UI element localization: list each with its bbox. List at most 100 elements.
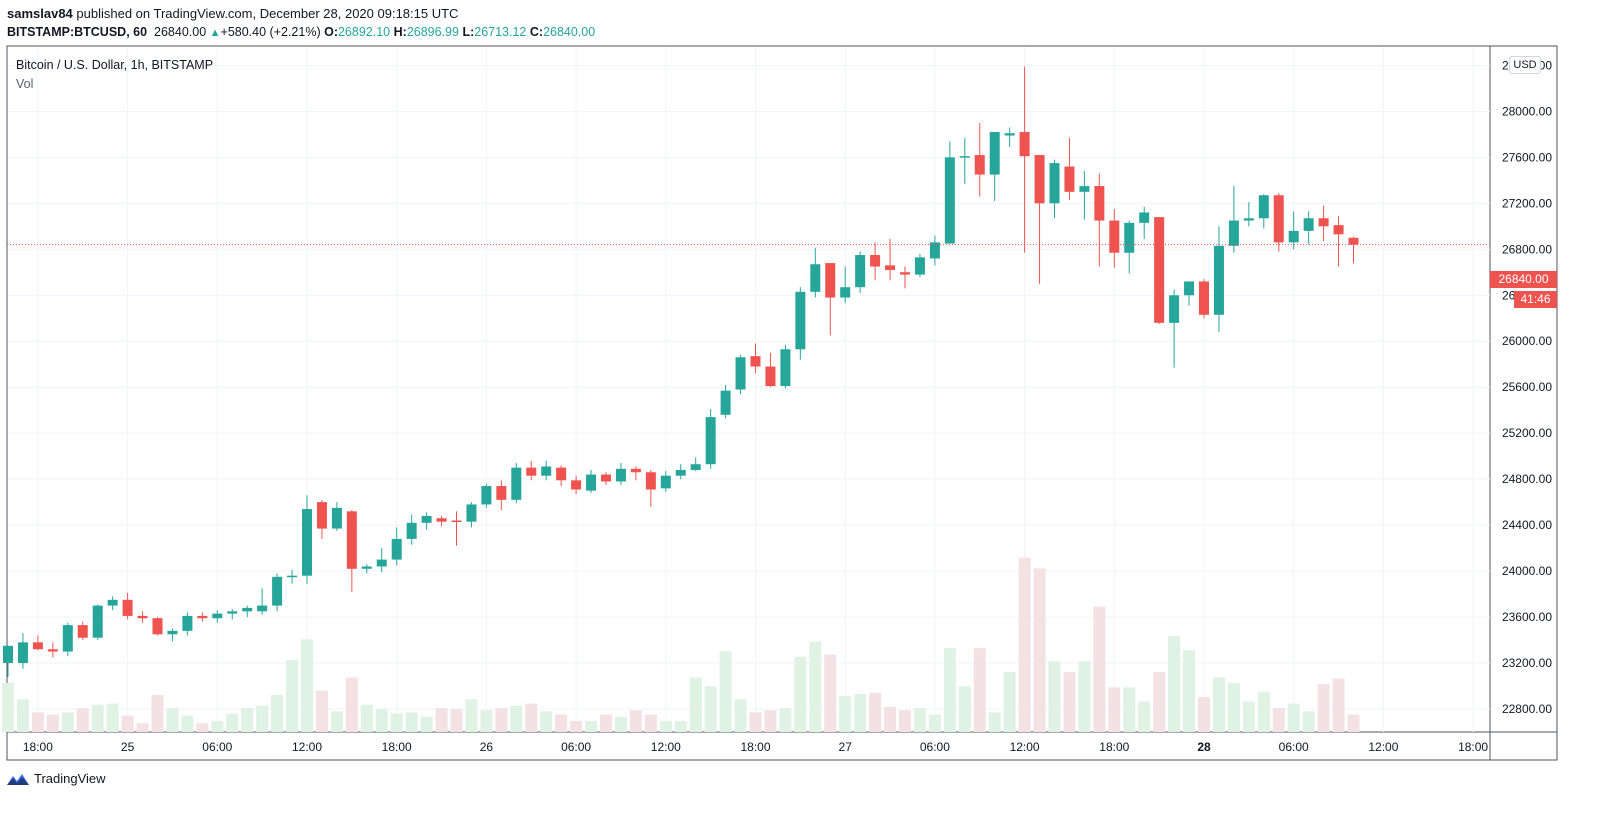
- volume-bar: [286, 660, 299, 732]
- volume-bar: [31, 712, 44, 732]
- time-tick-label: 06:00: [1279, 740, 1309, 754]
- volume-bar: [629, 710, 642, 732]
- candle-body: [1139, 212, 1150, 223]
- candle-body: [929, 242, 940, 259]
- candle-body: [92, 605, 103, 638]
- candle-body: [152, 618, 163, 635]
- price-axis-labels: 22800.00 23200.00 23600.00 24000.00 24400.00…: [1502, 58, 1552, 716]
- volume-bar: [46, 714, 59, 732]
- volume-bar: [345, 677, 358, 732]
- volume-bar: [1272, 708, 1285, 732]
- volume-bar: [600, 714, 612, 732]
- time-tick-label: 12:00: [1010, 740, 1040, 754]
- candle-body: [212, 613, 223, 619]
- candle-body: [705, 417, 716, 465]
- volume-bar: [913, 708, 926, 732]
- candle-body: [481, 486, 492, 505]
- candle-body: [331, 507, 342, 529]
- volume-bar: [869, 692, 882, 732]
- candle-body: [1154, 217, 1165, 323]
- candle-body: [556, 467, 567, 481]
- high-label: H:: [393, 25, 407, 39]
- volume-bar: [719, 651, 732, 732]
- candle-body: [645, 472, 656, 490]
- volume-bar: [585, 721, 598, 732]
- candle-body: [137, 615, 148, 619]
- volume-bar: [689, 677, 702, 732]
- candle-body: [257, 605, 268, 612]
- candles[interactable]: [3, 66, 1359, 677]
- candle-body: [197, 615, 208, 619]
- open-label: O:: [324, 25, 338, 39]
- price-tick-label: 23600.00: [1502, 610, 1552, 624]
- volume-bar: [301, 639, 313, 732]
- candle-body: [466, 504, 477, 522]
- time-tick-label: 06:00: [202, 740, 232, 754]
- candle-body: [421, 515, 432, 523]
- candle-body: [660, 475, 671, 489]
- volume-bar: [495, 708, 508, 732]
- published-text: published on TradingView.com, December 2…: [72, 6, 459, 21]
- candle-body: [1064, 166, 1075, 192]
- time-tick-label: 18:00: [23, 740, 53, 754]
- candle-body: [690, 464, 701, 470]
- volume-bar: [390, 713, 403, 732]
- volume-bar: [76, 708, 89, 732]
- candle-body: [1109, 220, 1120, 253]
- candle-body: [541, 466, 552, 476]
- tradingview-logo[interactable]: TradingView: [6, 771, 106, 786]
- candle-body: [1243, 218, 1254, 221]
- volume-bar: [1018, 557, 1031, 732]
- candle-body: [1333, 225, 1344, 235]
- close-value: 26840.00: [543, 25, 596, 39]
- volume-bar: [1183, 650, 1196, 732]
- candle-body: [3, 645, 13, 664]
- tradingview-brand: TradingView: [34, 771, 106, 786]
- volume-bar: [435, 708, 448, 732]
- time-tick-label: 27: [839, 740, 853, 754]
- volume-bar: [794, 656, 807, 732]
- time-tick-label: 06:00: [561, 740, 591, 754]
- chart-frame: [6, 45, 1558, 761]
- price-tick-label: 24000.00: [1502, 564, 1552, 578]
- candle-body: [451, 520, 462, 523]
- candle-body: [316, 502, 327, 529]
- volume-bar: [779, 708, 792, 732]
- volume-bar: [704, 686, 717, 732]
- volume-bar: [450, 709, 463, 732]
- candle-body: [630, 468, 641, 473]
- volume-bar: [614, 716, 627, 732]
- candle-body: [287, 575, 298, 578]
- volume-bar: [644, 714, 657, 732]
- candle-body: [406, 522, 417, 539]
- volume-bar: [809, 641, 822, 732]
- last-price-tag: 26840.00: [1490, 271, 1557, 288]
- price-tick-label: 25600.00: [1502, 380, 1552, 394]
- candle-body: [1303, 218, 1314, 231]
- volume-bar: [1003, 672, 1016, 732]
- candle-body: [1318, 218, 1329, 227]
- price-tick-label: 26800.00: [1502, 242, 1552, 256]
- volume-bar: [226, 713, 239, 732]
- low-value: 26713.12: [474, 25, 527, 39]
- volume-bar: [1242, 701, 1255, 732]
- volume-bar: [1212, 677, 1225, 732]
- candle-body: [1258, 195, 1269, 219]
- time-tick-label: 12:00: [1368, 740, 1398, 754]
- candle-body: [810, 264, 821, 292]
- volume-bar: [884, 706, 897, 732]
- candle-body: [1273, 195, 1284, 243]
- time-tick-label: 18:00: [382, 740, 412, 754]
- candle-body: [227, 611, 238, 614]
- currency-button[interactable]: USD: [1509, 56, 1541, 74]
- candle-body: [167, 630, 178, 635]
- candle-body: [1169, 295, 1180, 323]
- candle-body: [601, 474, 611, 482]
- volume-bar: [480, 710, 493, 732]
- volume-bar: [824, 654, 837, 732]
- grid: [8, 47, 1490, 732]
- volume-bar: [973, 648, 986, 732]
- chart-legend-title: Bitcoin / U.S. Dollar, 1h, BITSTAMP: [16, 58, 214, 72]
- ohlc-header: BITSTAMP:BTCUSD, 60 26840.00 ▲+580.40 (+…: [7, 25, 595, 39]
